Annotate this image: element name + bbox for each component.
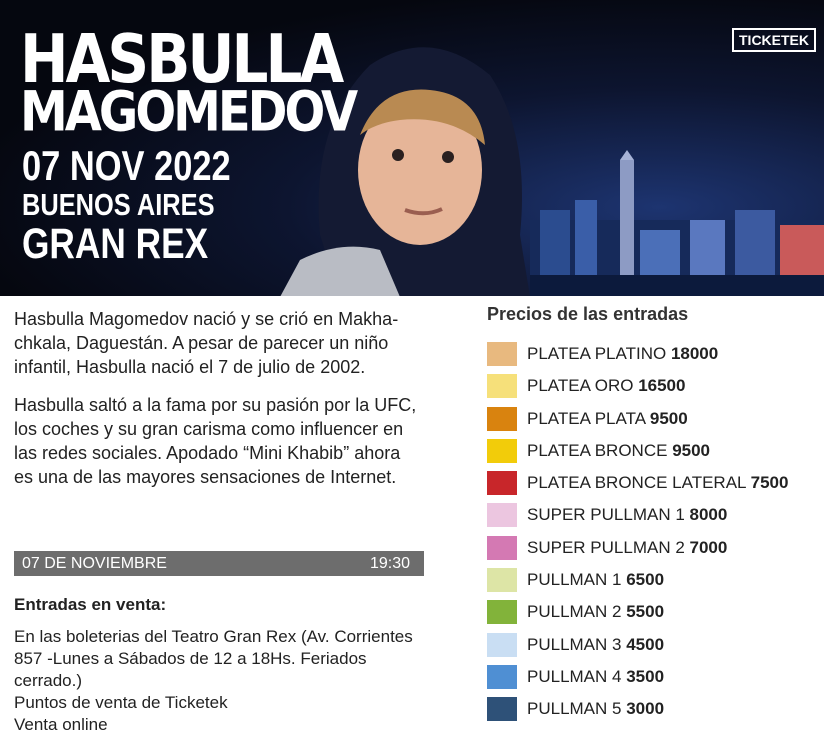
price-row: PLATEA PLATINO 18000: [487, 342, 788, 374]
seat-category: SUPER PULLMAN 2: [527, 537, 685, 557]
banner-venue: GRAN REX: [22, 220, 209, 268]
event-date-bar: 07 DE NOVIEMBRE 19:30: [14, 551, 424, 576]
color-swatch: [487, 664, 517, 689]
price-row: PLATEA PLATA 9500: [487, 406, 788, 439]
color-swatch: [487, 406, 517, 431]
seat-category: PLATEA BRONCE LATERAL: [527, 473, 746, 493]
color-swatch: [487, 471, 517, 496]
price-label: PULLMAN 5 3000: [527, 697, 664, 721]
color-swatch: [487, 600, 517, 625]
price-label: PLATEA BRONCE LATERAL 7500: [527, 471, 788, 495]
seat-price: 9500: [672, 440, 711, 460]
seat-category: PLATEA ORO: [527, 376, 634, 396]
color-swatch: [487, 342, 517, 366]
event-date: 07 DE NOVIEMBRE: [22, 555, 167, 572]
sales-line: Puntos de venta de Ticketek: [14, 693, 228, 712]
seat-price: 6500: [626, 570, 665, 590]
color-swatch: [487, 503, 517, 528]
sales-line: En las boleterias del Teatro Gran Rex (A…: [14, 627, 413, 690]
seat-category: PLATEA PLATA: [527, 408, 646, 428]
sales-line: Venta online: [14, 715, 108, 734]
seat-category: SUPER PULLMAN 1: [527, 505, 685, 525]
description-paragraph: Hasbulla Magomedov nació y se crió en Ma…: [14, 309, 399, 377]
hasbulla-photo: [280, 47, 530, 296]
price-row: PLATEA ORO 16500: [487, 374, 788, 406]
price-label: SUPER PULLMAN 1 8000: [527, 503, 727, 527]
price-label: SUPER PULLMAN 2 7000: [527, 536, 727, 560]
price-row: SUPER PULLMAN 1 8000: [487, 503, 788, 535]
event-time: 19:30: [369, 555, 410, 572]
price-row: PLATEA BRONCE LATERAL 7500: [487, 471, 788, 503]
seat-price: 7500: [750, 473, 789, 493]
seat-category: PLATEA PLATINO: [527, 344, 667, 363]
description: Hasbulla Magomedov nació y se crió en Ma…: [14, 307, 424, 503]
price-label: PULLMAN 1 6500: [527, 568, 664, 592]
price-row: PULLMAN 1 6500: [487, 568, 788, 600]
ticketek-logo: TICKETEK: [732, 28, 816, 52]
seat-category: PULLMAN 3: [527, 634, 622, 654]
banner-title-line2: MAGOMEDOV: [20, 80, 358, 145]
seat-price: 7000: [689, 537, 728, 557]
city-skyline-image: [530, 150, 824, 296]
price-row: PULLMAN 3 4500: [487, 632, 788, 665]
price-row: SUPER PULLMAN 2 7000: [487, 535, 788, 568]
seat-price: 5500: [626, 602, 665, 622]
price-row: PLATEA BRONCE 9500: [487, 438, 788, 471]
sales-heading: Entradas en venta:: [14, 595, 167, 614]
color-swatch: [487, 568, 517, 593]
color-swatch: [487, 697, 517, 722]
seat-category: PULLMAN 2: [527, 602, 622, 622]
price-label: PULLMAN 2 5500: [527, 600, 664, 624]
banner-date: 07 NOV 2022: [22, 142, 231, 189]
price-label: PLATEA BRONCE 9500: [527, 439, 710, 463]
seat-price: 3000: [626, 699, 665, 719]
price-label: PLATEA ORO 16500: [527, 374, 685, 398]
event-banner: HASBULLA MAGOMEDOV 07 NOV 2022 BUENOS AI…: [0, 0, 824, 296]
banner-city: BUENOS AIRES: [22, 187, 215, 222]
price-label: PULLMAN 3 4500: [527, 633, 664, 657]
seat-category: PULLMAN 5: [527, 699, 622, 719]
price-row: PULLMAN 5 3000: [487, 697, 788, 729]
price-label: PULLMAN 4 3500: [527, 665, 664, 689]
price-list: Precios de las entradas PLATEA PLATINO 1…: [487, 304, 788, 730]
seat-category: PULLMAN 1: [527, 570, 622, 590]
banner-title-line1: HASBULLA: [20, 20, 344, 99]
seat-price: 18000: [670, 344, 719, 363]
prices-heading: Precios de las entradas: [487, 304, 689, 324]
price-label: PLATEA PLATINO 18000: [527, 342, 718, 366]
seat-price: 16500: [638, 376, 686, 396]
seat-category: PULLMAN 4: [527, 666, 622, 686]
price-row: PULLMAN 4 3500: [487, 664, 788, 697]
seat-category: PLATEA BRONCE: [527, 440, 668, 460]
seat-price: 3500: [626, 666, 665, 686]
seat-price: 4500: [626, 634, 665, 654]
color-swatch: [487, 535, 517, 560]
seat-price: 8000: [689, 505, 728, 525]
color-swatch: [487, 632, 517, 657]
seat-price: 9500: [649, 408, 688, 428]
price-label: PLATEA PLATA 9500: [527, 407, 688, 431]
color-swatch: [487, 374, 517, 399]
price-row: PULLMAN 2 5500: [487, 600, 788, 632]
color-swatch: [487, 438, 517, 463]
description-paragraph: Hasbulla saltó a la fama por su pasión p…: [14, 395, 417, 487]
sales-info: Entradas en venta: En las boleterias del…: [14, 594, 424, 736]
